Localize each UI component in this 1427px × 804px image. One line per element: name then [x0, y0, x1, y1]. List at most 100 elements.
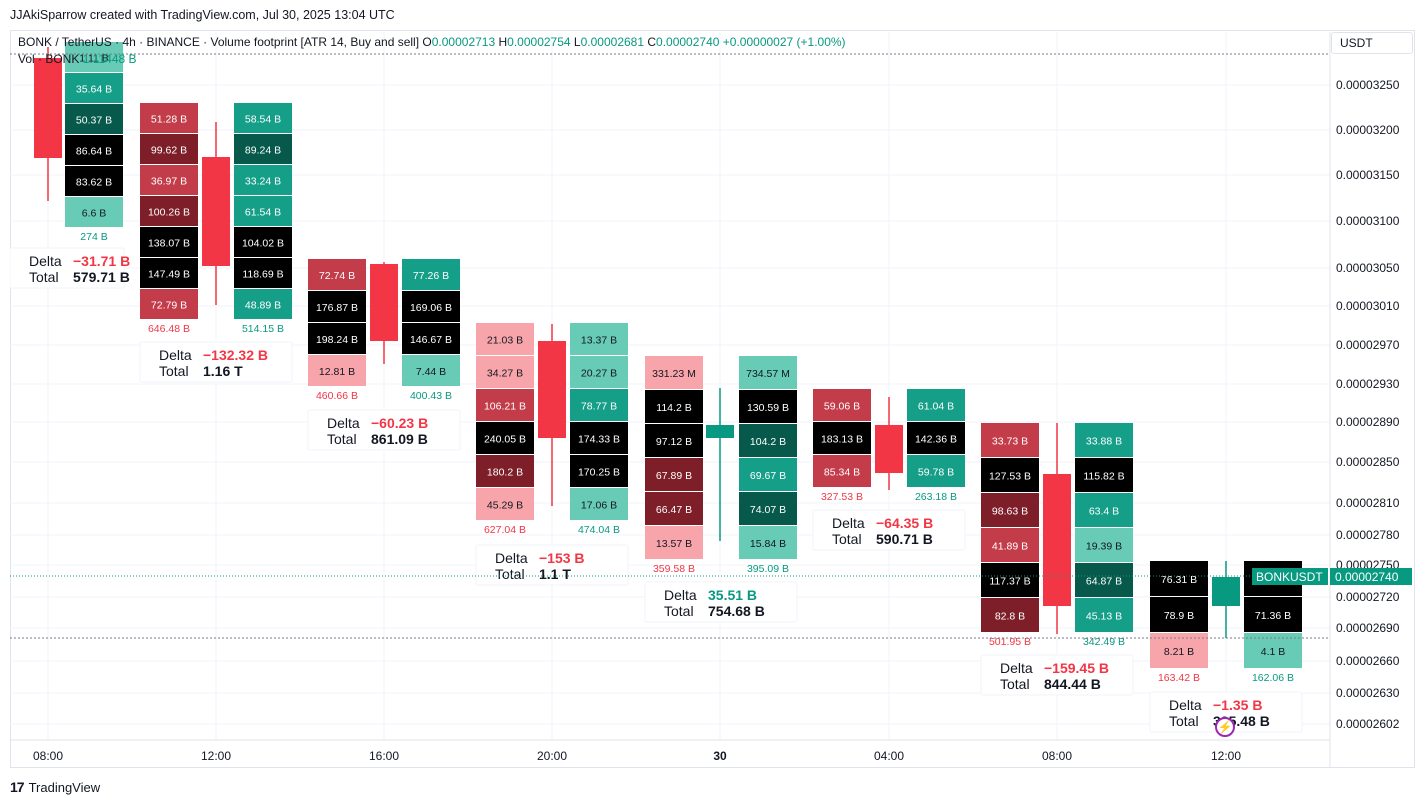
lightning-icon[interactable]: ⚡	[1215, 717, 1235, 737]
currency-button[interactable]: USDT	[1331, 32, 1413, 54]
sell-cell-label: 127.53 B	[989, 471, 1031, 483]
volume-legend[interactable]: Vol · BONK 1.11448 B	[18, 52, 137, 66]
delta-label: Delta	[1000, 660, 1033, 676]
sell-cell	[813, 389, 871, 421]
delta-label: Delta	[159, 347, 192, 363]
buy-cell-label: 142.36 B	[915, 434, 957, 446]
delta-label: Delta	[1169, 697, 1202, 713]
buy-cell-label: 104.02 B	[242, 238, 284, 250]
symbol-tag-bg	[1252, 568, 1328, 585]
sell-total-label: 501.95 B	[989, 636, 1031, 648]
buy-cell-label: 71.36 B	[1255, 610, 1291, 622]
buy-cell-label: 61.54 B	[245, 207, 281, 219]
buy-cell	[1075, 598, 1133, 632]
delta-box	[812, 509, 966, 551]
total-value: 1.1 T	[539, 566, 571, 582]
chart-pane[interactable]	[10, 30, 1415, 768]
delta-label: Delta	[832, 515, 865, 531]
legend-low-label: L	[573, 35, 581, 49]
sell-cell-label: 72.74 B	[319, 270, 355, 282]
buy-cell-label: 15.84 B	[750, 538, 786, 550]
delta-box	[307, 409, 461, 451]
sell-cell	[981, 598, 1039, 632]
sell-cell	[981, 493, 1039, 527]
buy-cell	[1075, 423, 1133, 457]
buy-cell-label: 7.44 B	[416, 366, 446, 378]
buy-cell	[234, 289, 292, 319]
price-tick-label: 0.00002660	[1336, 654, 1400, 668]
footprint-candle: 76.31 B 78.9 B 8.21 B 71.36 B 4.1 B 163.42 B 1…	[1149, 561, 1303, 733]
sell-cell-label: 183.13 B	[821, 434, 863, 446]
buy-cell-label: 83.62 B	[76, 177, 112, 189]
buy-cell-label: 1.11 B	[79, 53, 109, 65]
tradingview-logo[interactable]: 17 TradingView	[10, 779, 100, 795]
buy-total-label: 474.04 B	[578, 524, 620, 536]
buy-cell	[739, 458, 797, 491]
total-value: 754.68 B	[708, 603, 765, 619]
sell-cell	[308, 259, 366, 290]
price-tick-label: 0.00003050	[1336, 261, 1400, 275]
buy-cell-label: 89.24 B	[245, 145, 281, 157]
time-tick-label: 08:00	[1042, 749, 1072, 763]
total-value: 844.44 B	[1044, 676, 1101, 692]
legend-open-value: 0.00002713	[431, 35, 496, 49]
buy-cell	[739, 356, 797, 389]
time-tick-label: 20:00	[537, 749, 567, 763]
sell-cell-label: 45.29 B	[487, 500, 523, 512]
delta-value: −60.23 B	[371, 415, 428, 431]
candle-body	[875, 425, 903, 473]
buy-cell-label: 104.2 B	[750, 436, 786, 448]
sell-cell	[1150, 561, 1208, 596]
buy-cell	[1075, 528, 1133, 562]
sell-cell	[140, 165, 198, 195]
buy-cell-label: 64.87 B	[1086, 576, 1122, 588]
time-tick-label: 08:00	[33, 749, 63, 763]
sell-cell	[476, 455, 534, 487]
buy-total-label: 263.18 B	[915, 491, 957, 503]
buy-cell-label: 35.64 B	[76, 84, 112, 96]
buy-cell-label: 130.59 B	[747, 402, 789, 414]
sell-cell	[981, 563, 1039, 597]
delta-value: −1.35 B	[1213, 697, 1262, 713]
sell-cell-label: 67.89 B	[656, 470, 692, 482]
legend-low-value: 0.00002681	[580, 35, 645, 49]
sell-cell-label: 106.21 B	[484, 401, 526, 413]
sell-total-label: 327.53 B	[821, 491, 863, 503]
sell-cell	[476, 488, 534, 520]
buy-cell-label: 59.78 B	[918, 467, 954, 479]
sell-cell-label: 85.34 B	[824, 467, 860, 479]
price-tick-label: 0.00002850	[1336, 455, 1400, 469]
legend-close-value: 0.00002740	[656, 35, 720, 49]
sell-cell-label: 76.31 B	[1161, 574, 1197, 586]
price-tick-label: 0.00002930	[1336, 377, 1400, 391]
price-tick-label: 0.00002602	[1336, 717, 1400, 731]
legend-close-label: C	[647, 35, 657, 49]
legend-symbol[interactable]: BONK / TetherUS · 4h · BINANCE · Volume …	[18, 35, 420, 49]
buy-cell-label: 63.4 B	[1089, 506, 1119, 518]
total-label: Total	[664, 603, 694, 619]
buy-cell	[402, 259, 460, 290]
sell-cell-label: 59.06 B	[824, 401, 860, 413]
time-tick-label: 12:00	[201, 749, 231, 763]
candle-body	[1212, 577, 1240, 606]
sell-cell	[981, 458, 1039, 492]
buy-total-label: 342.49 B	[1083, 636, 1125, 648]
delta-value: −31.71 B	[73, 253, 130, 269]
delta-label: Delta	[495, 550, 528, 566]
buy-cell-label: 118.69 B	[242, 269, 283, 281]
buy-cell	[1244, 597, 1302, 632]
buy-cell	[234, 134, 292, 164]
footprint-candle: 21.03 B 34.27 B 106.21 B 240.05 B 180.2 B 45.…	[475, 323, 629, 586]
total-label: Total	[159, 363, 189, 379]
footprint-candle: 51.28 B 99.62 B 36.97 B 100.26 B 138.07 B 147…	[139, 103, 293, 383]
sell-cell	[645, 424, 703, 457]
sell-cell	[981, 528, 1039, 562]
sell-cell-label: 98.63 B	[992, 506, 1028, 518]
price-tick-label: 0.00002780	[1336, 528, 1400, 542]
buy-cell-label: 6.6 B	[82, 208, 107, 220]
delta-value: −132.32 B	[203, 347, 268, 363]
sell-cell	[308, 291, 366, 322]
sell-cell-label: 180.2 B	[487, 467, 523, 479]
sell-cell	[813, 455, 871, 487]
